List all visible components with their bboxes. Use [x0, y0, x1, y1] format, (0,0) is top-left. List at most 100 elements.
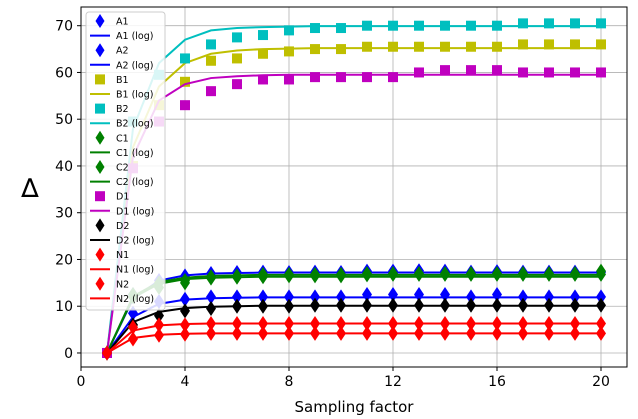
data-point: [544, 39, 554, 50]
legend-diamond-swatch: [95, 160, 105, 174]
data-point: [206, 86, 216, 97]
x-tick-label: 0: [77, 374, 86, 390]
data-point: [180, 100, 190, 111]
legend-diamond-swatch: [95, 130, 105, 145]
data-point: [310, 23, 320, 34]
data-point: [544, 67, 554, 78]
legend-item: C1: [95, 130, 129, 145]
data-point: [232, 79, 242, 90]
series-c2-log: [106, 273, 601, 354]
data-point: [284, 46, 294, 57]
series-line-b1-log: [106, 47, 601, 354]
data-point: [518, 18, 528, 29]
data-point: [362, 41, 372, 52]
series-n2-log: [106, 332, 601, 354]
legend-label: C2: [116, 163, 129, 174]
legend-label: C2 (log): [116, 177, 154, 188]
data-point: [388, 41, 398, 52]
series-c1-log: [106, 275, 601, 354]
legend-label: A1: [116, 17, 129, 28]
legend-label: B2 (log): [116, 119, 153, 130]
legend-item: C2 (log): [90, 177, 154, 188]
series-d1-log: [106, 73, 601, 354]
data-point: [414, 41, 424, 52]
legend-item: B2: [95, 103, 129, 115]
legend-item: N2: [95, 276, 129, 291]
series-n1-log: [106, 322, 601, 354]
data-point: [414, 265, 424, 281]
data-point: [596, 39, 606, 50]
legend-diamond-swatch: [95, 247, 105, 262]
legend-item: A2 (log): [90, 60, 153, 71]
data-point: [570, 39, 580, 50]
series-layer: [102, 18, 606, 361]
series-line-b2-log: [106, 25, 601, 354]
legend-label: C1: [116, 133, 129, 144]
series-n2: [102, 325, 606, 361]
data-point: [388, 265, 398, 281]
series-a2-log: [106, 271, 601, 354]
data-point: [284, 25, 294, 36]
legend-item: C2: [95, 160, 129, 174]
data-point: [232, 32, 242, 43]
x-axis-label: Sampling factor: [295, 398, 415, 416]
legend-item: A1: [95, 14, 129, 28]
series-line-n2-log: [106, 332, 601, 354]
series-line-a1-log: [106, 296, 601, 354]
data-point: [336, 72, 346, 83]
legend-diamond-swatch: [95, 14, 105, 28]
data-point: [544, 18, 554, 29]
y-tick-label: 60: [55, 65, 73, 81]
data-point: [570, 18, 580, 29]
series-a1-log: [106, 296, 601, 354]
legend-item: A2: [95, 43, 129, 58]
legend-item: C1 (log): [90, 148, 154, 159]
data-point: [362, 265, 372, 281]
legend-item: D2 (log): [90, 236, 154, 247]
y-axis-label: ∆: [20, 174, 39, 204]
legend-square-swatch: [95, 74, 105, 85]
legend-item: A1 (log): [90, 31, 153, 42]
series-line-n1-log: [106, 322, 601, 354]
legend-label: N1: [116, 250, 129, 261]
legend-label: D1: [116, 192, 129, 203]
data-point: [518, 39, 528, 50]
data-point: [180, 303, 190, 319]
legend-item: N2 (log): [90, 294, 154, 305]
legend-item: N1: [95, 247, 129, 262]
series-b1-log: [106, 47, 601, 354]
data-point: [466, 265, 476, 281]
series-line-c1-log: [106, 275, 601, 354]
data-point: [180, 76, 190, 87]
legend-item: D2: [95, 218, 129, 233]
data-point: [492, 65, 502, 76]
data-point: [258, 30, 268, 41]
legend-item: B1 (log): [90, 90, 153, 101]
series-line-c2-log: [106, 273, 601, 354]
legend-item: D1: [95, 191, 129, 203]
data-point: [570, 67, 580, 78]
legend-diamond-swatch: [95, 218, 105, 233]
legend: A1 A1 (log) A2 A2 (log) B1 B1 (log) B2 B2 (log)…: [85, 11, 166, 311]
legend-item: D1 (log): [90, 206, 154, 217]
data-point: [466, 41, 476, 52]
legend-label: B1 (log): [116, 90, 153, 101]
series-line-d2-log: [106, 304, 601, 354]
data-point: [414, 67, 424, 78]
x-tick-label: 8: [285, 374, 294, 390]
y-tick-label: 20: [55, 252, 73, 268]
data-point: [440, 41, 450, 52]
legend-item: N1 (log): [90, 265, 154, 276]
y-tick-label: 30: [55, 206, 73, 222]
legend-label: A2 (log): [116, 60, 153, 71]
series-b1: [102, 39, 606, 358]
data-point: [310, 72, 320, 83]
series-d2-log: [106, 304, 601, 354]
legend-label: D1 (log): [116, 206, 154, 217]
y-tick-label: 50: [55, 112, 73, 128]
data-point: [492, 41, 502, 52]
data-point: [206, 55, 216, 66]
legend-square-swatch: [95, 103, 105, 114]
legend-item: B2 (log): [90, 119, 153, 130]
data-point: [206, 301, 216, 317]
